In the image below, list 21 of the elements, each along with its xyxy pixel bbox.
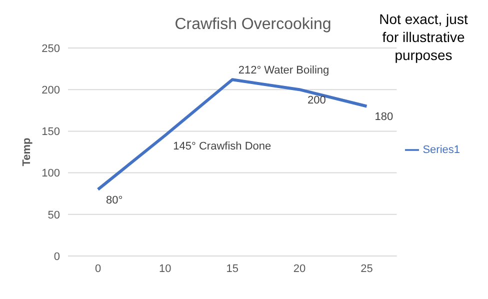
y-tick-label: 100 (42, 168, 60, 180)
legend-label: Series1 (422, 143, 460, 156)
x-tick-label: 25 (360, 262, 373, 275)
data-label: 80° (106, 194, 123, 206)
annotation: Not exact, just for illustrative purposes (378, 10, 469, 64)
y-axis-title: Temp (20, 137, 33, 166)
y-tick-label: 0 (54, 250, 60, 263)
x-tick-label: 15 (226, 262, 238, 275)
line-series (96, 78, 368, 191)
data-label: 212° Water Boiling (238, 64, 330, 77)
y-tick-label: 150 (42, 126, 60, 138)
y-tick-label: 200 (42, 84, 60, 97)
chart-title: Crawfish Overcooking (174, 16, 332, 34)
x-tick-label: 0 (94, 262, 102, 275)
x-tick-label: 20 (293, 262, 306, 275)
data-label: 200 (308, 94, 326, 107)
y-tick-label: 250 (42, 42, 60, 55)
data-label: 180 (374, 111, 394, 124)
x-tick-label: 10 (159, 262, 172, 275)
data-label: 145° Crawfish Done (173, 140, 272, 152)
y-tick-label: 50 (48, 209, 60, 222)
